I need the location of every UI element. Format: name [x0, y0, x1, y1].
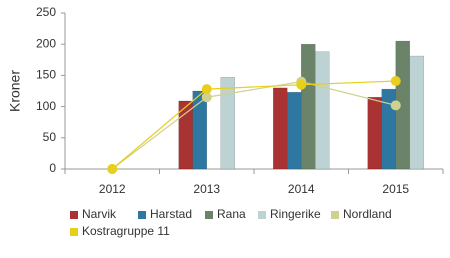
bar [287, 91, 302, 170]
legend-label: Narvik [82, 207, 117, 221]
y-tick-label: 250 [36, 5, 56, 19]
line-point [201, 92, 212, 103]
line-point [201, 84, 212, 95]
legend-swatch [205, 211, 213, 219]
y-tick-label: 200 [36, 36, 56, 50]
bar [409, 55, 424, 170]
legend-swatch [331, 211, 339, 219]
line-point [296, 79, 307, 90]
line-point [390, 76, 401, 87]
legend-label: Rana [217, 207, 246, 221]
legend-label: Harstad [150, 207, 192, 221]
bar [192, 90, 207, 170]
line [111, 80, 396, 170]
y-axis-label: Kroner [7, 70, 23, 112]
legend-label: Nordland [343, 207, 392, 221]
bar [367, 96, 382, 170]
x-tick-label: 2013 [193, 182, 220, 196]
bar [315, 51, 330, 170]
y-tick-label: 0 [49, 161, 56, 175]
y-tick-label: 100 [36, 99, 56, 113]
y-tick-label: 150 [36, 68, 56, 82]
bar [220, 77, 235, 170]
y-tick-label: 50 [43, 130, 57, 144]
legend-label: Kostragruppe 11 [82, 224, 170, 238]
legend-swatch [70, 228, 78, 236]
legend-swatch [70, 211, 78, 219]
legend-label: Ringerike [270, 207, 321, 221]
legend-swatch [258, 211, 266, 219]
bar [273, 87, 288, 170]
line-point [107, 164, 118, 174]
x-tick-label: 2014 [288, 182, 315, 196]
line [111, 81, 396, 170]
bar [301, 43, 316, 170]
x-tick-label: 2012 [99, 182, 126, 196]
x-tick-label: 2015 [382, 182, 409, 196]
line-point [390, 100, 401, 111]
legend-swatch [138, 211, 146, 219]
